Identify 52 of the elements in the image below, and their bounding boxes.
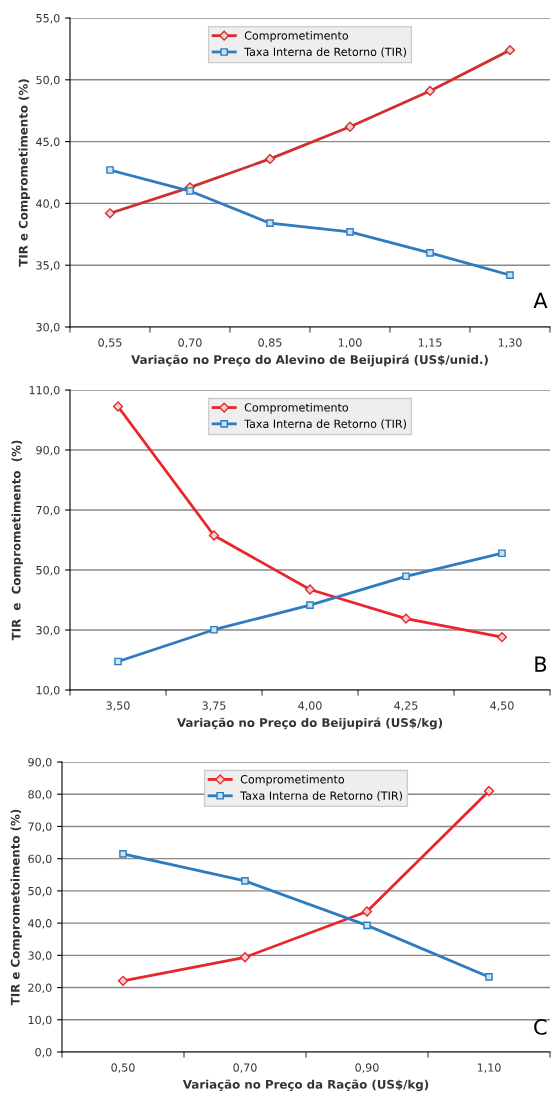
- y-tick-label: 90,0: [28, 757, 52, 768]
- y-tick-label: 70,0: [36, 505, 60, 516]
- x-tick-label: 0,85: [258, 338, 282, 348]
- y-tick-label: 40,0: [28, 919, 52, 929]
- x-tick-label: 1,15: [418, 338, 442, 348]
- y-tick-label: 50,0: [28, 886, 52, 897]
- y-tick-label: 10,0: [28, 1015, 52, 1026]
- x-axis-title: Variação no Preço do Beijupirá (US$/kg): [177, 717, 443, 730]
- y-tick-label: 30,0: [28, 951, 52, 961]
- legend-label: Comprometimento: [244, 31, 349, 42]
- legend-label: Comprometimento: [240, 774, 345, 786]
- y-tick-label: 90,0: [36, 445, 60, 456]
- y-tick-label: 0,0: [35, 1047, 52, 1058]
- x-tick-label: 3,50: [106, 701, 130, 711]
- annotation: C: [534, 1019, 547, 1035]
- legend-label: Taxa Interna de Retorno (TIR): [240, 791, 402, 802]
- y-tick-label: 110,0: [29, 385, 60, 396]
- y-axis-title: TIR e Comprometimento (%): [11, 440, 23, 641]
- y-tick-label: 70,0: [28, 822, 52, 832]
- x-tick-label: 4,50: [490, 701, 514, 711]
- y-tick-label: 40,0: [36, 199, 60, 209]
- x-tick-label: 1,30: [498, 338, 522, 348]
- legend-label: Taxa Interna de Retorno (TIR): [244, 419, 406, 430]
- x-tick-label: 0,90: [355, 1063, 379, 1073]
- y-tick-label: 55,0: [36, 13, 60, 24]
- y-tick-label: 10,0: [36, 685, 60, 696]
- annotation: B: [535, 656, 547, 672]
- legend-label: Taxa Interna de Retorno (TIR): [244, 47, 406, 58]
- y-tick-label: 45,0: [36, 137, 60, 148]
- x-tick-label: 4,25: [394, 701, 418, 711]
- annotation: A: [533, 292, 548, 309]
- x-tick-label: 0,70: [178, 338, 202, 348]
- y-axis-title: TIR e Comprometimento (%): [18, 79, 30, 267]
- y-tick-label: 60,0: [28, 854, 52, 865]
- x-tick-label: 3,75: [202, 701, 226, 711]
- legend-label: Comprometimento: [244, 403, 349, 414]
- y-tick-label: 35,0: [36, 261, 60, 271]
- x-tick-label: 1,10: [477, 1063, 501, 1073]
- x-tick-label: 0,70: [233, 1063, 257, 1073]
- y-tick-label: 80,0: [28, 790, 52, 800]
- y-tick-label: 50,0: [36, 75, 60, 86]
- x-tick-label: 0,55: [98, 338, 122, 348]
- x-tick-label: 1,00: [338, 338, 362, 348]
- y-tick-label: 30,0: [36, 625, 60, 636]
- y-tick-label: 50,0: [36, 565, 60, 576]
- y-tick-label: 30,0: [36, 322, 60, 333]
- x-tick-label: 0,50: [111, 1063, 135, 1073]
- y-axis-title: TIR e Comprometoimento (%): [10, 809, 22, 1006]
- y-tick-label: 20,0: [28, 983, 52, 994]
- x-tick-label: 4,00: [298, 701, 322, 711]
- x-axis-title: Variação no Preço do Alevino de Beijupirá (US$/unid.): [131, 354, 488, 367]
- x-axis-title: Variação no Preço da Ração (US$/kg): [182, 1079, 429, 1092]
